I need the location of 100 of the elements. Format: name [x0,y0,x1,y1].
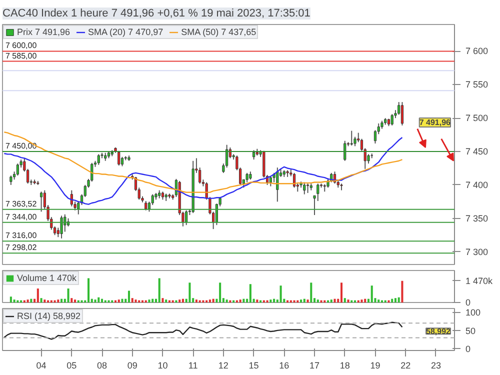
candlestick [60,215,63,239]
bar [378,300,380,302]
ref-line-label: 7 450,00 [6,142,38,151]
y-tick-label: 7 500 [466,113,488,124]
bar [44,300,46,302]
x-tick-label: 22 [400,360,411,370]
bar [242,298,245,302]
x-tick-label: 08 [97,360,108,370]
bar [208,300,211,302]
line-series [4,322,403,340]
candlestick [40,191,43,212]
x-tick-label: 16 [279,360,290,370]
bar [300,300,302,302]
legend-label: SMA (20) 7 470,97 [88,27,164,37]
candlestick [390,114,394,126]
candlestick [276,167,279,202]
bar [26,300,29,302]
bar [74,300,76,302]
x-tick-label: 15 [248,360,259,370]
candlestick [400,102,404,126]
bar [330,300,332,302]
candlestick [269,176,272,187]
candlestick [306,183,310,194]
bar [36,288,39,302]
candlestick [120,156,124,167]
bar [10,296,12,302]
y-tick-label: 7 600 [466,46,488,56]
bar [226,300,228,302]
line-series [4,132,403,193]
y-tick-label: 1 470k [466,276,494,286]
y-tick-label: 7 300 [466,246,488,257]
bar [40,298,42,302]
bar [273,298,276,302]
y-tick-label: 7 550 [466,80,488,90]
x-tick-label: 19 [370,360,380,370]
chart-title: CAC40 Index 1 heure 7 491,96 +0,61 % 19 mai 2023, 17:35:01 [2,8,310,20]
bar [401,280,404,302]
bar [88,278,90,302]
y-tick-label: 7 350 [466,213,488,224]
bar [70,298,73,302]
bar [364,298,366,302]
candlestick [185,210,188,226]
x-tick-label: 23 [430,360,441,370]
x-tick-label: 12 [218,360,228,370]
bar [94,300,96,302]
y-tick-label: 7 450 [466,146,488,157]
candlestick [316,183,320,202]
bar [310,282,312,302]
bar [162,298,164,302]
bar [165,300,168,302]
bar [219,282,222,302]
candlestick [344,140,346,162]
candlestick [350,130,353,146]
candlestick [252,150,256,160]
y-tick-label: 0 [466,344,471,354]
bar [121,298,124,302]
bar [188,282,191,302]
bar [128,290,130,302]
bar [100,298,104,302]
bar [270,300,272,302]
ref-line-label: 7 363,52 [6,199,38,208]
y-tick-label: 100 [466,308,481,318]
y-tick-label: 7 400 [466,180,488,190]
bar [195,300,198,302]
bar [134,300,137,302]
y-tick-label: 50 [466,326,476,336]
bar [67,288,70,302]
ref-line-label: 7 344,00 [6,212,38,222]
candlestick [97,154,100,166]
bar [256,300,258,302]
bar [131,298,134,302]
bar [347,300,350,302]
bar [360,300,363,302]
x-tick-label: 10 [158,360,168,370]
ref-line-label: 7 600,00 [6,41,38,50]
bar [394,298,396,302]
candlestick [303,182,306,195]
bar [30,298,32,302]
x-tick-label: 18 [340,360,350,370]
candlestick [118,150,120,166]
bar [152,298,154,302]
x-tick-label: 05 [66,360,77,370]
bar [13,300,16,302]
candlestick [246,172,248,183]
x-tick-label: 17 [310,360,320,370]
bar [340,282,343,302]
bar [98,297,100,302]
bar [391,298,394,302]
candlestick [144,200,148,211]
candlestick [16,163,19,176]
ref-line-label: 7 298,02 [6,243,38,252]
legend-label: SMA (50) 7 437,65 [181,27,256,37]
bar [370,286,373,302]
bar [60,298,63,302]
ref-line-label: 7 316,00 [6,231,38,240]
legend-label: RSI (14) 58,992 [17,311,81,321]
bar [316,300,319,302]
bar [344,298,346,302]
bar [178,300,181,302]
bar [212,298,214,302]
